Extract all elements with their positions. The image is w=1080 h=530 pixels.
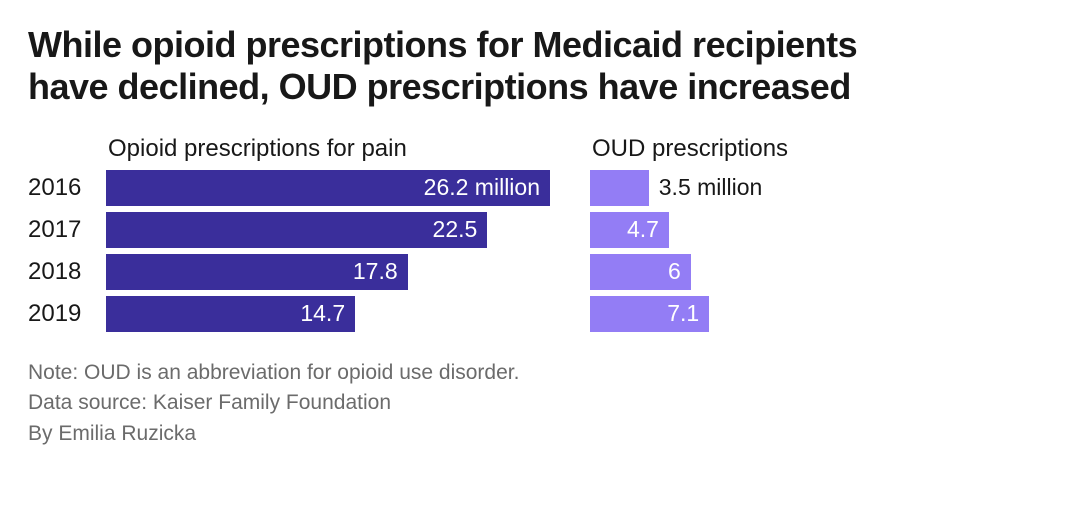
series-header-oud: OUD prescriptions bbox=[590, 131, 1030, 167]
chart-title-line2: have declined, OUD prescriptions have in… bbox=[28, 66, 1052, 108]
y-axis-labels: 2016201720182019 bbox=[28, 131, 106, 335]
y-axis-label: 2019 bbox=[28, 293, 106, 335]
series-oud: OUD prescriptions 3.5 million 4.7 6 7.1 bbox=[590, 131, 1030, 335]
chart-footer: Note: OUD is an abbreviation for opioid … bbox=[28, 359, 1052, 448]
bar-oud: 4.7 bbox=[590, 212, 669, 248]
chart-title-line1: While opioid prescriptions for Medicaid … bbox=[28, 24, 1052, 66]
bar-opioid: 22.5 bbox=[106, 212, 487, 248]
bar-row: 7.1 bbox=[590, 293, 1030, 335]
bar-value-label: 22.5 bbox=[106, 216, 487, 243]
bar-row: 3.5 million bbox=[590, 167, 1030, 209]
bar-row: 26.2 million bbox=[106, 167, 550, 209]
bar-value-label: 6 bbox=[590, 258, 691, 285]
footer-source: Data source: Kaiser Family Foundation bbox=[28, 389, 1052, 417]
y-axis-label: 2016 bbox=[28, 167, 106, 209]
chart-area: 2016201720182019 Opioid prescriptions fo… bbox=[28, 131, 1052, 335]
bar-row: 22.5 bbox=[106, 209, 550, 251]
bar-value-label: 4.7 bbox=[590, 216, 669, 243]
footer-note: Note: OUD is an abbreviation for opioid … bbox=[28, 359, 1052, 387]
bar-row: 17.8 bbox=[106, 251, 550, 293]
footer-byline: By Emilia Ruzicka bbox=[28, 420, 1052, 448]
bar-oud bbox=[590, 170, 649, 206]
bar-opioid: 26.2 million bbox=[106, 170, 550, 206]
chart-title: While opioid prescriptions for Medicaid … bbox=[28, 24, 1052, 109]
bar-value-label: 3.5 million bbox=[649, 174, 763, 201]
bar-oud: 6 bbox=[590, 254, 691, 290]
bar-opioid: 17.8 bbox=[106, 254, 408, 290]
y-axis-label: 2018 bbox=[28, 251, 106, 293]
series-header-opioid: Opioid prescriptions for pain bbox=[106, 131, 550, 167]
bar-value-label: 26.2 million bbox=[106, 174, 550, 201]
y-axis-label: 2017 bbox=[28, 209, 106, 251]
series-opioid: Opioid prescriptions for pain 26.2 millio… bbox=[106, 131, 550, 335]
bar-row: 4.7 bbox=[590, 209, 1030, 251]
bar-opioid: 14.7 bbox=[106, 296, 355, 332]
bar-value-label: 7.1 bbox=[590, 300, 709, 327]
bar-row: 6 bbox=[590, 251, 1030, 293]
bar-oud: 7.1 bbox=[590, 296, 709, 332]
bar-value-label: 17.8 bbox=[106, 258, 408, 285]
bar-row: 14.7 bbox=[106, 293, 550, 335]
bar-value-label: 14.7 bbox=[106, 300, 355, 327]
